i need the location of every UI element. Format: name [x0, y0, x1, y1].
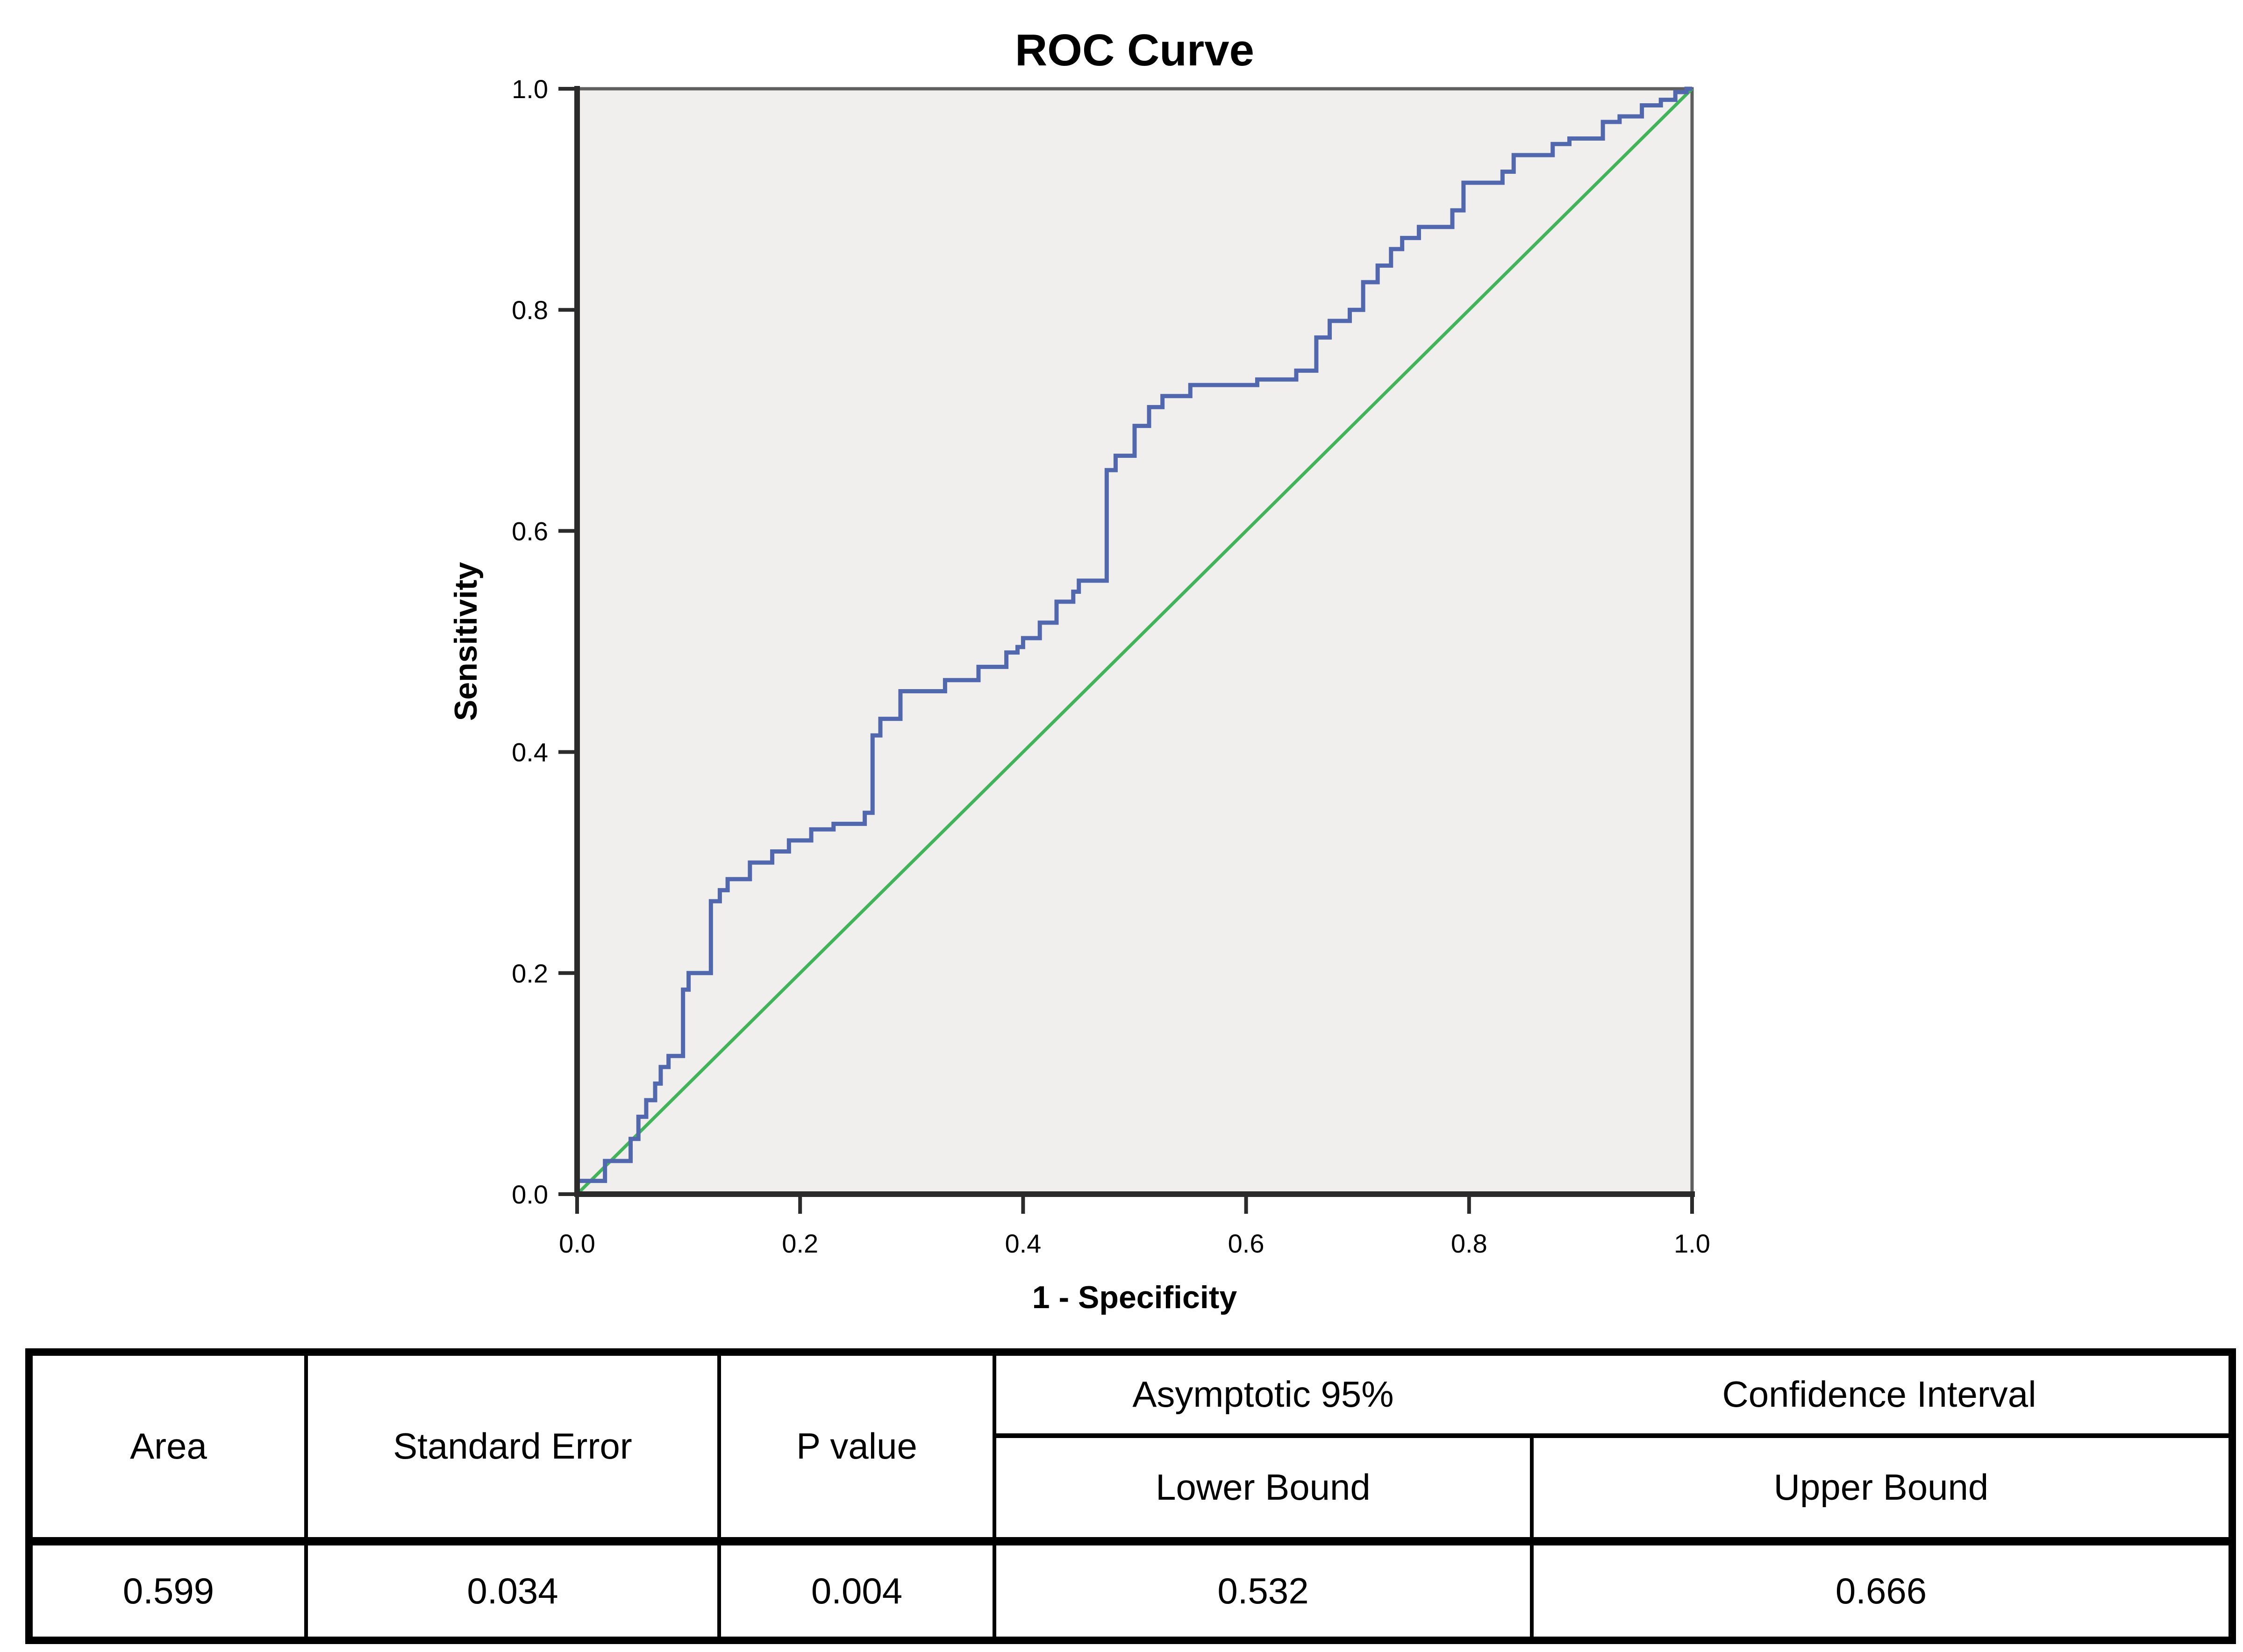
reference-diagonal-line: [576, 87, 1693, 1196]
chart-title: ROC Curve: [1015, 25, 1254, 75]
header-area: Area: [33, 1356, 308, 1537]
roc-chart-svg: ROC Curve 0.00.20.40.60.81.0 0.0 0.2 0.4 0.…: [448, 25, 1710, 1315]
header-upper-bound: Upper Bound: [1773, 1467, 1989, 1508]
y-tick-label: 1.0: [512, 74, 548, 104]
value-standard-error: 0.034: [308, 1537, 721, 1637]
header-confidence-interval: Asymptotic 95% Confidence Interval: [996, 1356, 2229, 1438]
x-tick-label: 0.4: [1005, 1229, 1041, 1258]
auc-statistics-table: Area Standard Error P value Asymptotic 9…: [25, 1348, 2236, 1644]
y-tick-label: 0.8: [512, 295, 548, 325]
y-tick-label: 0.0: [512, 1180, 548, 1209]
value-lower-bound: 0.532: [996, 1537, 1534, 1637]
value-p-value: 0.004: [721, 1537, 996, 1637]
x-axis-title: 1 - Specificity: [1032, 1280, 1237, 1315]
value-area: 0.599: [33, 1537, 308, 1637]
x-tick-label: 0.2: [782, 1229, 818, 1258]
header-p-value: P value: [721, 1356, 996, 1537]
x-tick-label: 0.0: [559, 1229, 595, 1258]
roc-chart-area: ROC Curve 0.0 0.2 0.4 0.6 0.8 1.0 0.0 0.2 0.4 0.…: [448, 25, 1710, 1315]
y-tick-label: 0.2: [512, 959, 548, 988]
y-tick-label: 0.6: [512, 516, 548, 546]
value-upper-bound: 0.666: [1534, 1537, 2229, 1637]
x-tick-label: 1.0: [1674, 1229, 1710, 1258]
x-tick-label: 0.6: [1228, 1229, 1264, 1258]
y-tick-label: 0.4: [512, 738, 548, 767]
x-axis-ticks: 0.0 0.2 0.4 0.6 0.8 1.0: [559, 1194, 1710, 1258]
y-axis-title: Sensitivity: [448, 562, 484, 721]
header-lower-bound: Lower Bound: [996, 1438, 1534, 1537]
y-axis-ticks: 0.0 0.2 0.4 0.6 0.8 1.0: [512, 74, 577, 1209]
x-tick-label: 0.8: [1451, 1229, 1487, 1258]
header-ci-right: Confidence Interval: [1722, 1374, 2036, 1415]
roc-curve-line: [575, 86, 1692, 1194]
header-ci-left: Asymptotic 95%: [1132, 1374, 1394, 1415]
header-standard-error: Standard Error: [308, 1356, 721, 1537]
